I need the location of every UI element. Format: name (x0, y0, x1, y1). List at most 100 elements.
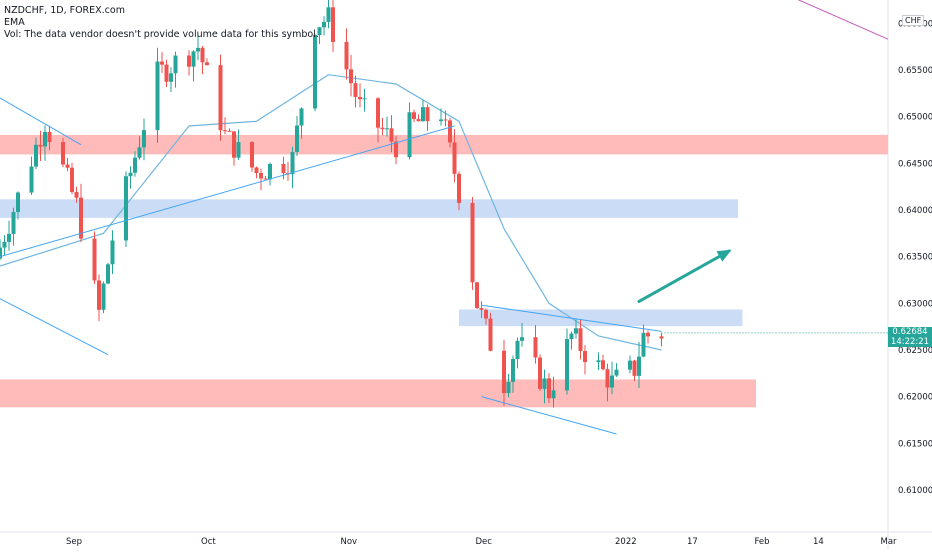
candle-body (479, 308, 484, 310)
candle-body (142, 130, 146, 148)
candle-body (583, 350, 587, 363)
projection-arrow-head (716, 249, 732, 262)
candle-body (0, 247, 2, 259)
candle-body (457, 173, 461, 203)
candle-body (416, 119, 421, 122)
candle-body (34, 144, 38, 167)
candle-body (515, 340, 520, 360)
candle-body (484, 309, 488, 319)
candle-body (106, 264, 110, 284)
bar-countdown: 14:22:21 (890, 336, 930, 347)
candle-body (290, 151, 295, 175)
candle-body (313, 35, 317, 109)
candle-body (7, 233, 11, 242)
candle-body (92, 238, 97, 281)
candle-body (268, 163, 272, 180)
candle-body (47, 131, 52, 143)
candle-body (110, 240, 115, 265)
currency-label: CHF (902, 15, 925, 26)
candle-body (533, 337, 538, 358)
candle-body (259, 172, 263, 179)
candle-body (475, 282, 479, 309)
time-tick-label: Oct (201, 537, 216, 547)
candle-body (281, 163, 286, 174)
last-price-value: 0.62684 (892, 326, 928, 337)
price-tick-label: 0.64000 (898, 206, 932, 216)
candle-body (61, 142, 65, 165)
candle-body (344, 41, 349, 70)
price-tick-label: 0.62500 (898, 346, 932, 356)
candle-body (385, 128, 389, 130)
candle-body (389, 128, 394, 142)
candle-body (488, 318, 493, 351)
candle-body (538, 357, 542, 389)
trendline (0, 97, 82, 146)
axes: 0.660000.655000.650000.645000.640000.635… (66, 19, 932, 547)
candle-body (551, 390, 556, 399)
candle-body (569, 333, 574, 340)
candle-body (506, 381, 511, 394)
candle-body (547, 378, 551, 399)
candle-body (358, 97, 362, 100)
support-zone (0, 199, 738, 218)
resistance-zone (0, 134, 888, 155)
trendline (481, 304, 662, 332)
candle-body (155, 61, 160, 131)
price-tick-label: 0.62000 (898, 393, 932, 403)
candle-body (565, 339, 569, 391)
symbol-title[interactable]: NZDCHF, 1D, FOREX.com (4, 5, 125, 16)
trendline (0, 125, 455, 258)
candle-body (11, 212, 16, 234)
candle-body (394, 141, 398, 158)
candle-body (196, 47, 200, 52)
candle-body (187, 55, 191, 67)
candle-body (601, 360, 605, 370)
time-tick-label: 17 (687, 537, 698, 547)
candle-body (227, 130, 232, 132)
candle-body (349, 69, 353, 84)
price-tick-label: 0.65500 (898, 66, 932, 76)
candle-body (448, 120, 452, 143)
time-tick-label: 2022 (615, 537, 637, 547)
candle-body (421, 107, 425, 122)
candle-body (295, 125, 299, 152)
candle-body (160, 61, 164, 65)
price-tick-label: 0.61500 (898, 439, 932, 449)
candle-body (380, 127, 385, 130)
time-tick-label: Feb (755, 537, 770, 547)
candle-body (263, 178, 268, 180)
volume-notice: Vol: The data vendor doesn't provide vol… (4, 29, 319, 40)
price-tick-label: 0.63500 (898, 253, 932, 263)
resistance-zone (0, 379, 756, 408)
candle-body (520, 337, 524, 341)
ema-indicator-label[interactable]: EMA (4, 17, 25, 28)
candle-body (173, 55, 178, 74)
ema-polyline (0, 74, 662, 351)
candle-body (362, 98, 367, 100)
candle-body (659, 336, 664, 339)
candle-body (16, 192, 20, 213)
candle-body (605, 369, 610, 388)
candle-body (596, 360, 601, 363)
candle-body (200, 47, 205, 63)
candle-body (101, 283, 106, 310)
candle-body (169, 73, 173, 82)
candle-body (376, 98, 380, 128)
price-tick-label: 0.63000 (898, 299, 932, 309)
candle-body (2, 241, 7, 248)
candle-body (164, 64, 169, 82)
ema-line (0, 74, 662, 351)
candle-body (79, 197, 83, 239)
candle-body (439, 119, 443, 122)
price-tick-label: 0.61000 (898, 486, 932, 496)
candle-body (412, 112, 416, 120)
candle-body (299, 108, 304, 126)
last-price-tag: 0.62684 14:22:21 (888, 326, 932, 347)
candle-body (133, 157, 137, 173)
time-tick-label: Dec (476, 537, 493, 547)
projection-arrow-shaft (637, 249, 731, 303)
candle-body (353, 83, 358, 98)
